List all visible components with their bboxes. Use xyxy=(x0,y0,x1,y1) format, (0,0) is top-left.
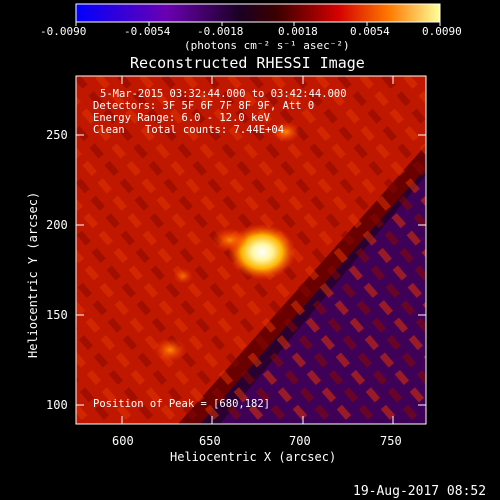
colorbar-ticks xyxy=(75,22,441,26)
colorbar-tick-label: -0.0018 xyxy=(197,25,243,38)
y-tick-label: 250 xyxy=(46,128,68,142)
plot-frame xyxy=(75,75,427,425)
colorbar-units-label: (photons cm⁻² s⁻¹ asec⁻²) xyxy=(184,39,350,52)
colorbar-tick-label: 0.0054 xyxy=(350,25,390,38)
annotation-peak: Position of Peak = [680,182] xyxy=(93,398,270,410)
x-axis-label: Heliocentric X (arcsec) xyxy=(170,450,336,464)
footer-timestamp: 19-Aug-2017 08:52 xyxy=(353,484,486,499)
x-tick-label: 750 xyxy=(380,434,402,448)
colorbar-tick-label: -0.0054 xyxy=(124,25,171,38)
plot-title: Reconstructed RHESSI Image xyxy=(130,54,365,72)
y-tick-label: 100 xyxy=(46,398,68,412)
annotation-energy: Energy Range: 6.0 - 12.0 keV xyxy=(93,112,271,124)
heatmap-image xyxy=(76,76,426,424)
x-tick-label: 600 xyxy=(112,434,134,448)
y-axis-label: Heliocentric Y (arcsec) xyxy=(26,192,40,358)
colorbar-tick-label: 0.0090 xyxy=(422,25,462,38)
colorbar xyxy=(75,3,441,23)
x-tick-label: 650 xyxy=(199,434,221,448)
annotation-detectors: Detectors: 3F 5F 6F 7F 8F 9F, Att 0 xyxy=(93,100,314,112)
x-tick-label: 700 xyxy=(289,434,311,448)
colorbar-tick-label: -0.0090 xyxy=(40,25,86,38)
axis-ticks xyxy=(76,76,426,424)
y-tick-label: 200 xyxy=(46,218,68,232)
annotation-counts: Total counts: 7.44E+04 xyxy=(145,124,284,136)
annotation-algorithm: Clean xyxy=(93,124,125,136)
annotation-time-range: 5-Mar-2015 03:32:44.000 to 03:42:44.000 xyxy=(100,88,347,100)
colorbar-tick-label: 0.0018 xyxy=(278,25,318,38)
y-tick-label: 150 xyxy=(46,308,68,322)
